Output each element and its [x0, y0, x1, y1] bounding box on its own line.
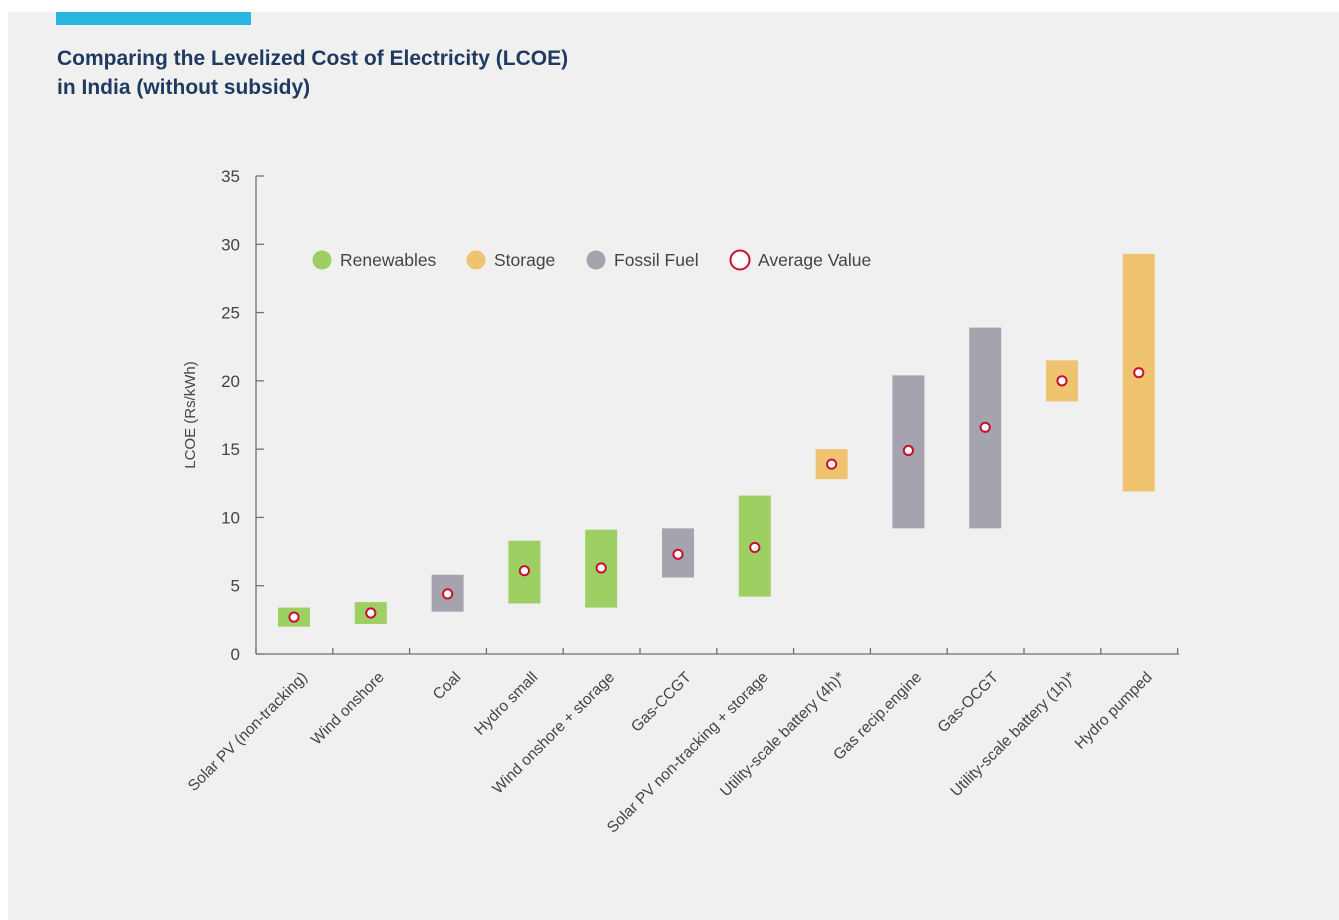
- legend-swatch: [729, 249, 751, 271]
- average-marker: [902, 444, 915, 457]
- average-marker: [1056, 375, 1068, 387]
- x-tick-label: Wind onshore: [308, 669, 388, 749]
- average-marker: [979, 421, 991, 433]
- legend-label: Storage: [494, 250, 555, 270]
- x-tick-label: Hydro small: [471, 669, 541, 739]
- y-tick-label: 30: [221, 235, 240, 254]
- x-tick-label: Gas-OCGT: [935, 668, 1003, 736]
- legend-swatch: [586, 250, 606, 270]
- accent-bar: [56, 12, 251, 25]
- y-tick-label: 5: [231, 577, 240, 596]
- y-axis-label: LCOE (Rs/kWh): [182, 361, 199, 469]
- y-tick-label: 20: [221, 372, 240, 391]
- x-tick-label: Utility-scale battery (4h)*: [717, 669, 848, 800]
- chart-title-line-2: in India (without subsidy): [57, 76, 311, 99]
- chart-title-line-1: Comparing the Levelized Cost of Electric…: [57, 47, 569, 70]
- y-tick-label: 25: [221, 304, 240, 323]
- y-tick-label: 15: [221, 440, 240, 459]
- average-marker: [826, 458, 838, 470]
- average-marker: [288, 611, 300, 623]
- average-marker: [595, 562, 607, 574]
- average-marker: [365, 607, 377, 619]
- x-tick-label: Coal: [430, 669, 465, 704]
- x-tick-label: Solar PV (non-tracking): [185, 669, 311, 795]
- x-tick-label: Gas-CCGT: [628, 668, 695, 735]
- average-marker: [518, 565, 531, 577]
- average-marker: [442, 588, 454, 600]
- y-tick-label: 10: [221, 508, 240, 527]
- y-tick-label: 0: [231, 645, 240, 664]
- y-tick-label: 35: [221, 167, 240, 186]
- chart-title: Comparing the Levelized Cost of Electric…: [57, 44, 568, 102]
- legend-label: Fossil Fuel: [614, 250, 699, 270]
- average-marker: [672, 548, 684, 560]
- average-marker: [1133, 367, 1145, 379]
- chart-panel: [8, 12, 1339, 920]
- x-tick-label: Utility-scale battery (1h)*: [947, 669, 1078, 800]
- x-tick-label: Solar PV non-tracking + storage: [604, 669, 772, 837]
- average-marker: [749, 541, 761, 554]
- legend-swatch: [466, 250, 486, 270]
- legend-label: Average Value: [758, 250, 871, 270]
- legend-label: Renewables: [340, 250, 437, 270]
- legend-swatch: [312, 250, 332, 270]
- x-tick-label: Hydro pumped: [1072, 669, 1156, 753]
